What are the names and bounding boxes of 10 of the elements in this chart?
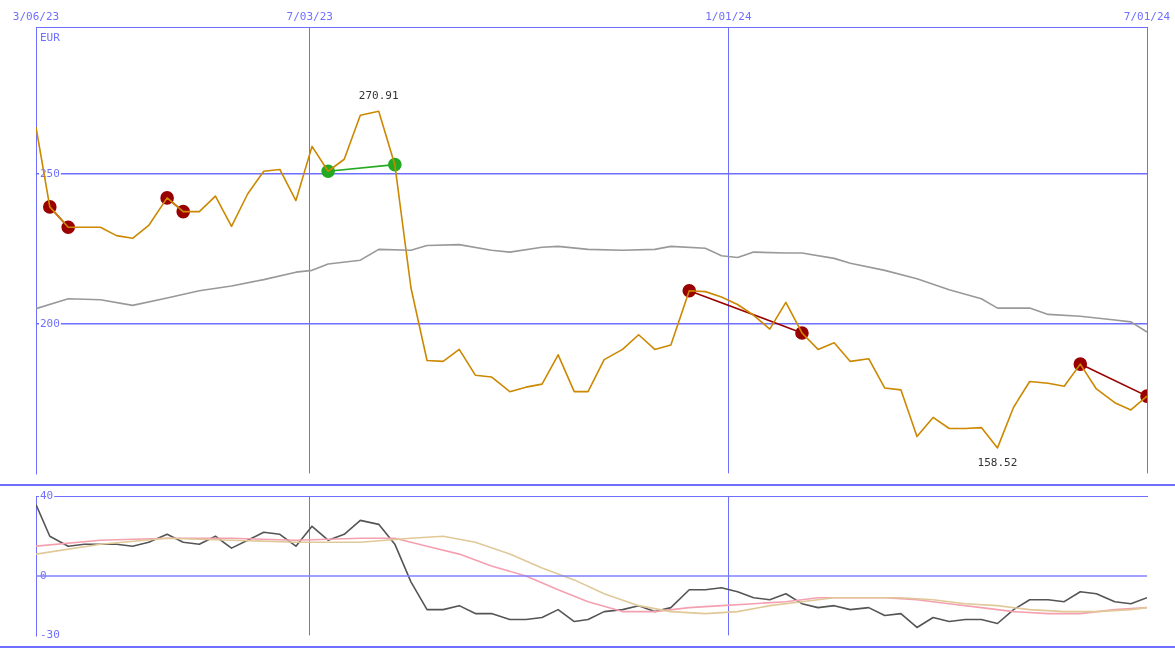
y-tick-label: 40 xyxy=(40,489,54,503)
annotation: 158.52 xyxy=(977,455,1018,469)
x-tick-label: 1/01/24 xyxy=(705,10,752,24)
x-tick-label: 7/01/24 xyxy=(1123,10,1171,24)
x-tick-label: 7/03/23 xyxy=(286,10,333,24)
annotation: 270.91 xyxy=(358,89,399,103)
y-axis-title: EUR xyxy=(40,31,61,45)
x-tick-label: 3/06/23 xyxy=(12,10,60,24)
y-tick-label: 200 xyxy=(40,316,60,330)
y-tick-label: -30 xyxy=(40,628,60,642)
